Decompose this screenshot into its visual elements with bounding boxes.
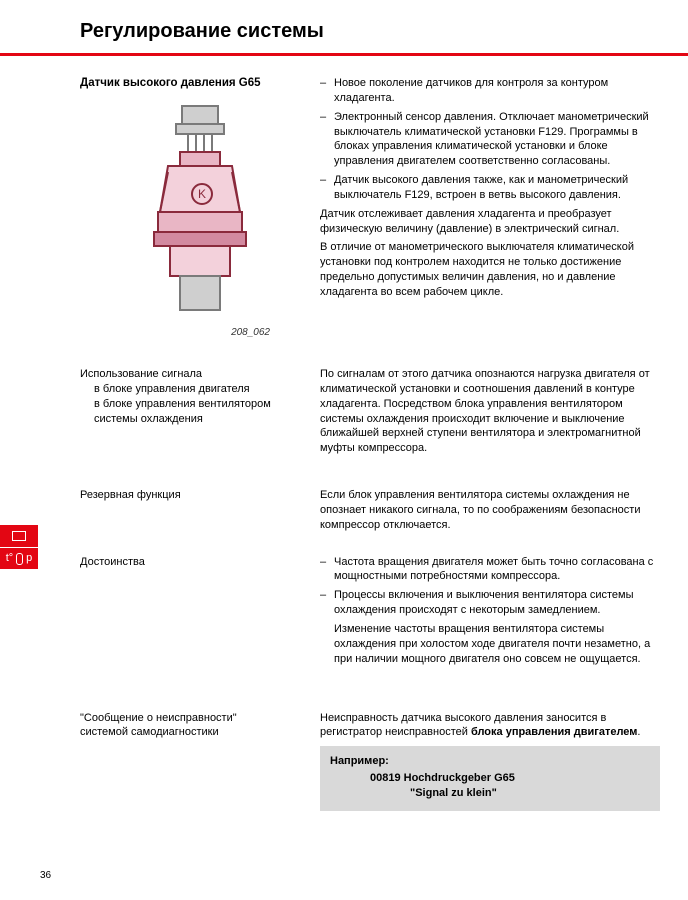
example-line1: 00819 Hochdruckgeber G65 (330, 771, 650, 786)
svg-text:K: K (198, 187, 206, 201)
list-item: Электронный сенсор давления. Отключает м… (320, 110, 660, 169)
signal-heading: Использование сигнала (80, 367, 300, 382)
sensor-illustration: K (140, 102, 260, 322)
badge-t: t° (6, 551, 13, 566)
fault-heading-l1: "Сообщение о неисправности" (80, 711, 300, 726)
merits-heading: Достоинства (80, 555, 300, 570)
badge-tp: t° p (0, 547, 38, 569)
badge-p: p (26, 551, 32, 566)
fault-text: Неисправность датчика высокого давления … (320, 711, 660, 741)
list-item: Датчик высокого давления также, как и ма… (320, 173, 660, 203)
page-number: 36 (40, 869, 51, 883)
list-item: Процессы включения и выключения вентилят… (320, 588, 660, 618)
page-title: Регулирование системы (0, 0, 688, 53)
example-heading: Например: (330, 754, 650, 769)
fault-example-box: Например: 00819 Hochdruckgeber G65 "Sign… (320, 746, 660, 811)
margin-badge: t° p (0, 525, 38, 569)
image-number: 208_062 (80, 326, 300, 340)
merits-tail: Изменение частоты вращения вентилятора с… (320, 622, 660, 667)
intro-bullets: Новое поколение датчиков для контроля за… (320, 76, 660, 203)
title-underline (0, 53, 688, 56)
list-item: Частота вращения двигателя может быть то… (320, 555, 660, 585)
signal-sub3: системы охлаждения (80, 412, 300, 427)
reserve-heading: Резервная функция (80, 488, 300, 503)
intro-p2: В отличие от манометрического выключател… (320, 240, 660, 299)
signal-sub2: в блоке управления вентилятором (80, 397, 300, 412)
merits-bullets: Частота вращения двигателя может быть то… (320, 555, 660, 618)
sensor-heading: Датчик высокого давления G65 (80, 76, 300, 92)
fault-heading-l2: системой самодиагностики (80, 725, 300, 740)
badge-chip-icon (0, 525, 38, 547)
intro-p1: Датчик отслеживает давления хладагента и… (320, 207, 660, 237)
signal-sub1: в блоке управления двигателя (80, 382, 300, 397)
list-item: Новое поколение датчиков для контроля за… (320, 76, 660, 106)
reserve-text: Если блок управления вентилятора системы… (320, 488, 660, 533)
signal-text: По сигналам от этого датчика опознаются … (320, 367, 660, 456)
example-line2: "Signal zu klein" (330, 786, 650, 801)
fault-text-bold: блока управления двигателем (471, 726, 637, 738)
thermometer-icon (16, 553, 23, 565)
